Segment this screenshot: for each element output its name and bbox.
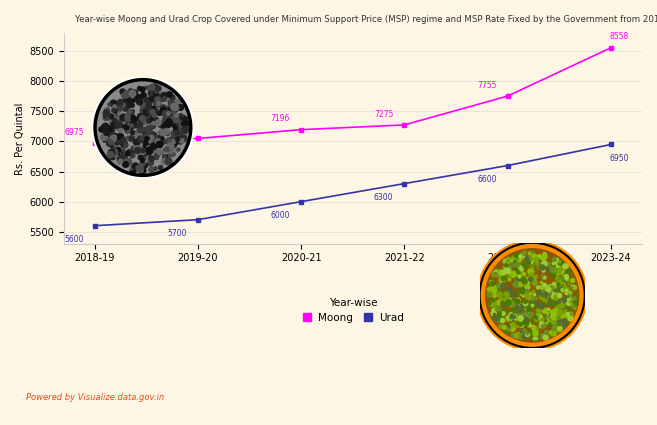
Text: 6000: 6000 [271, 211, 290, 220]
Y-axis label: Rs. Per Quintal: Rs. Per Quintal [15, 102, 25, 175]
Text: 6950: 6950 [610, 154, 629, 163]
Text: Year-wise Moong and Urad Crop Covered under Minimum Support Price (MSP) regime a: Year-wise Moong and Urad Crop Covered un… [75, 15, 657, 24]
Text: 6300: 6300 [374, 193, 394, 202]
Text: 7275: 7275 [374, 110, 394, 119]
Text: 7755: 7755 [477, 81, 497, 90]
Text: Powered by Visualize.data.gov.in: Powered by Visualize.data.gov.in [26, 393, 164, 402]
Text: 7196: 7196 [271, 114, 290, 123]
Circle shape [95, 79, 191, 176]
Circle shape [92, 76, 194, 178]
Circle shape [484, 247, 581, 344]
Text: 6600: 6600 [477, 175, 497, 184]
Text: 5600: 5600 [64, 235, 83, 244]
Text: 7050: 7050 [168, 123, 187, 132]
Legend: Moong, Urad: Moong, Urad [298, 294, 408, 327]
Circle shape [481, 244, 583, 347]
Text: 8558: 8558 [610, 32, 629, 41]
Text: 6975: 6975 [64, 128, 83, 136]
Text: 5700: 5700 [168, 230, 187, 238]
